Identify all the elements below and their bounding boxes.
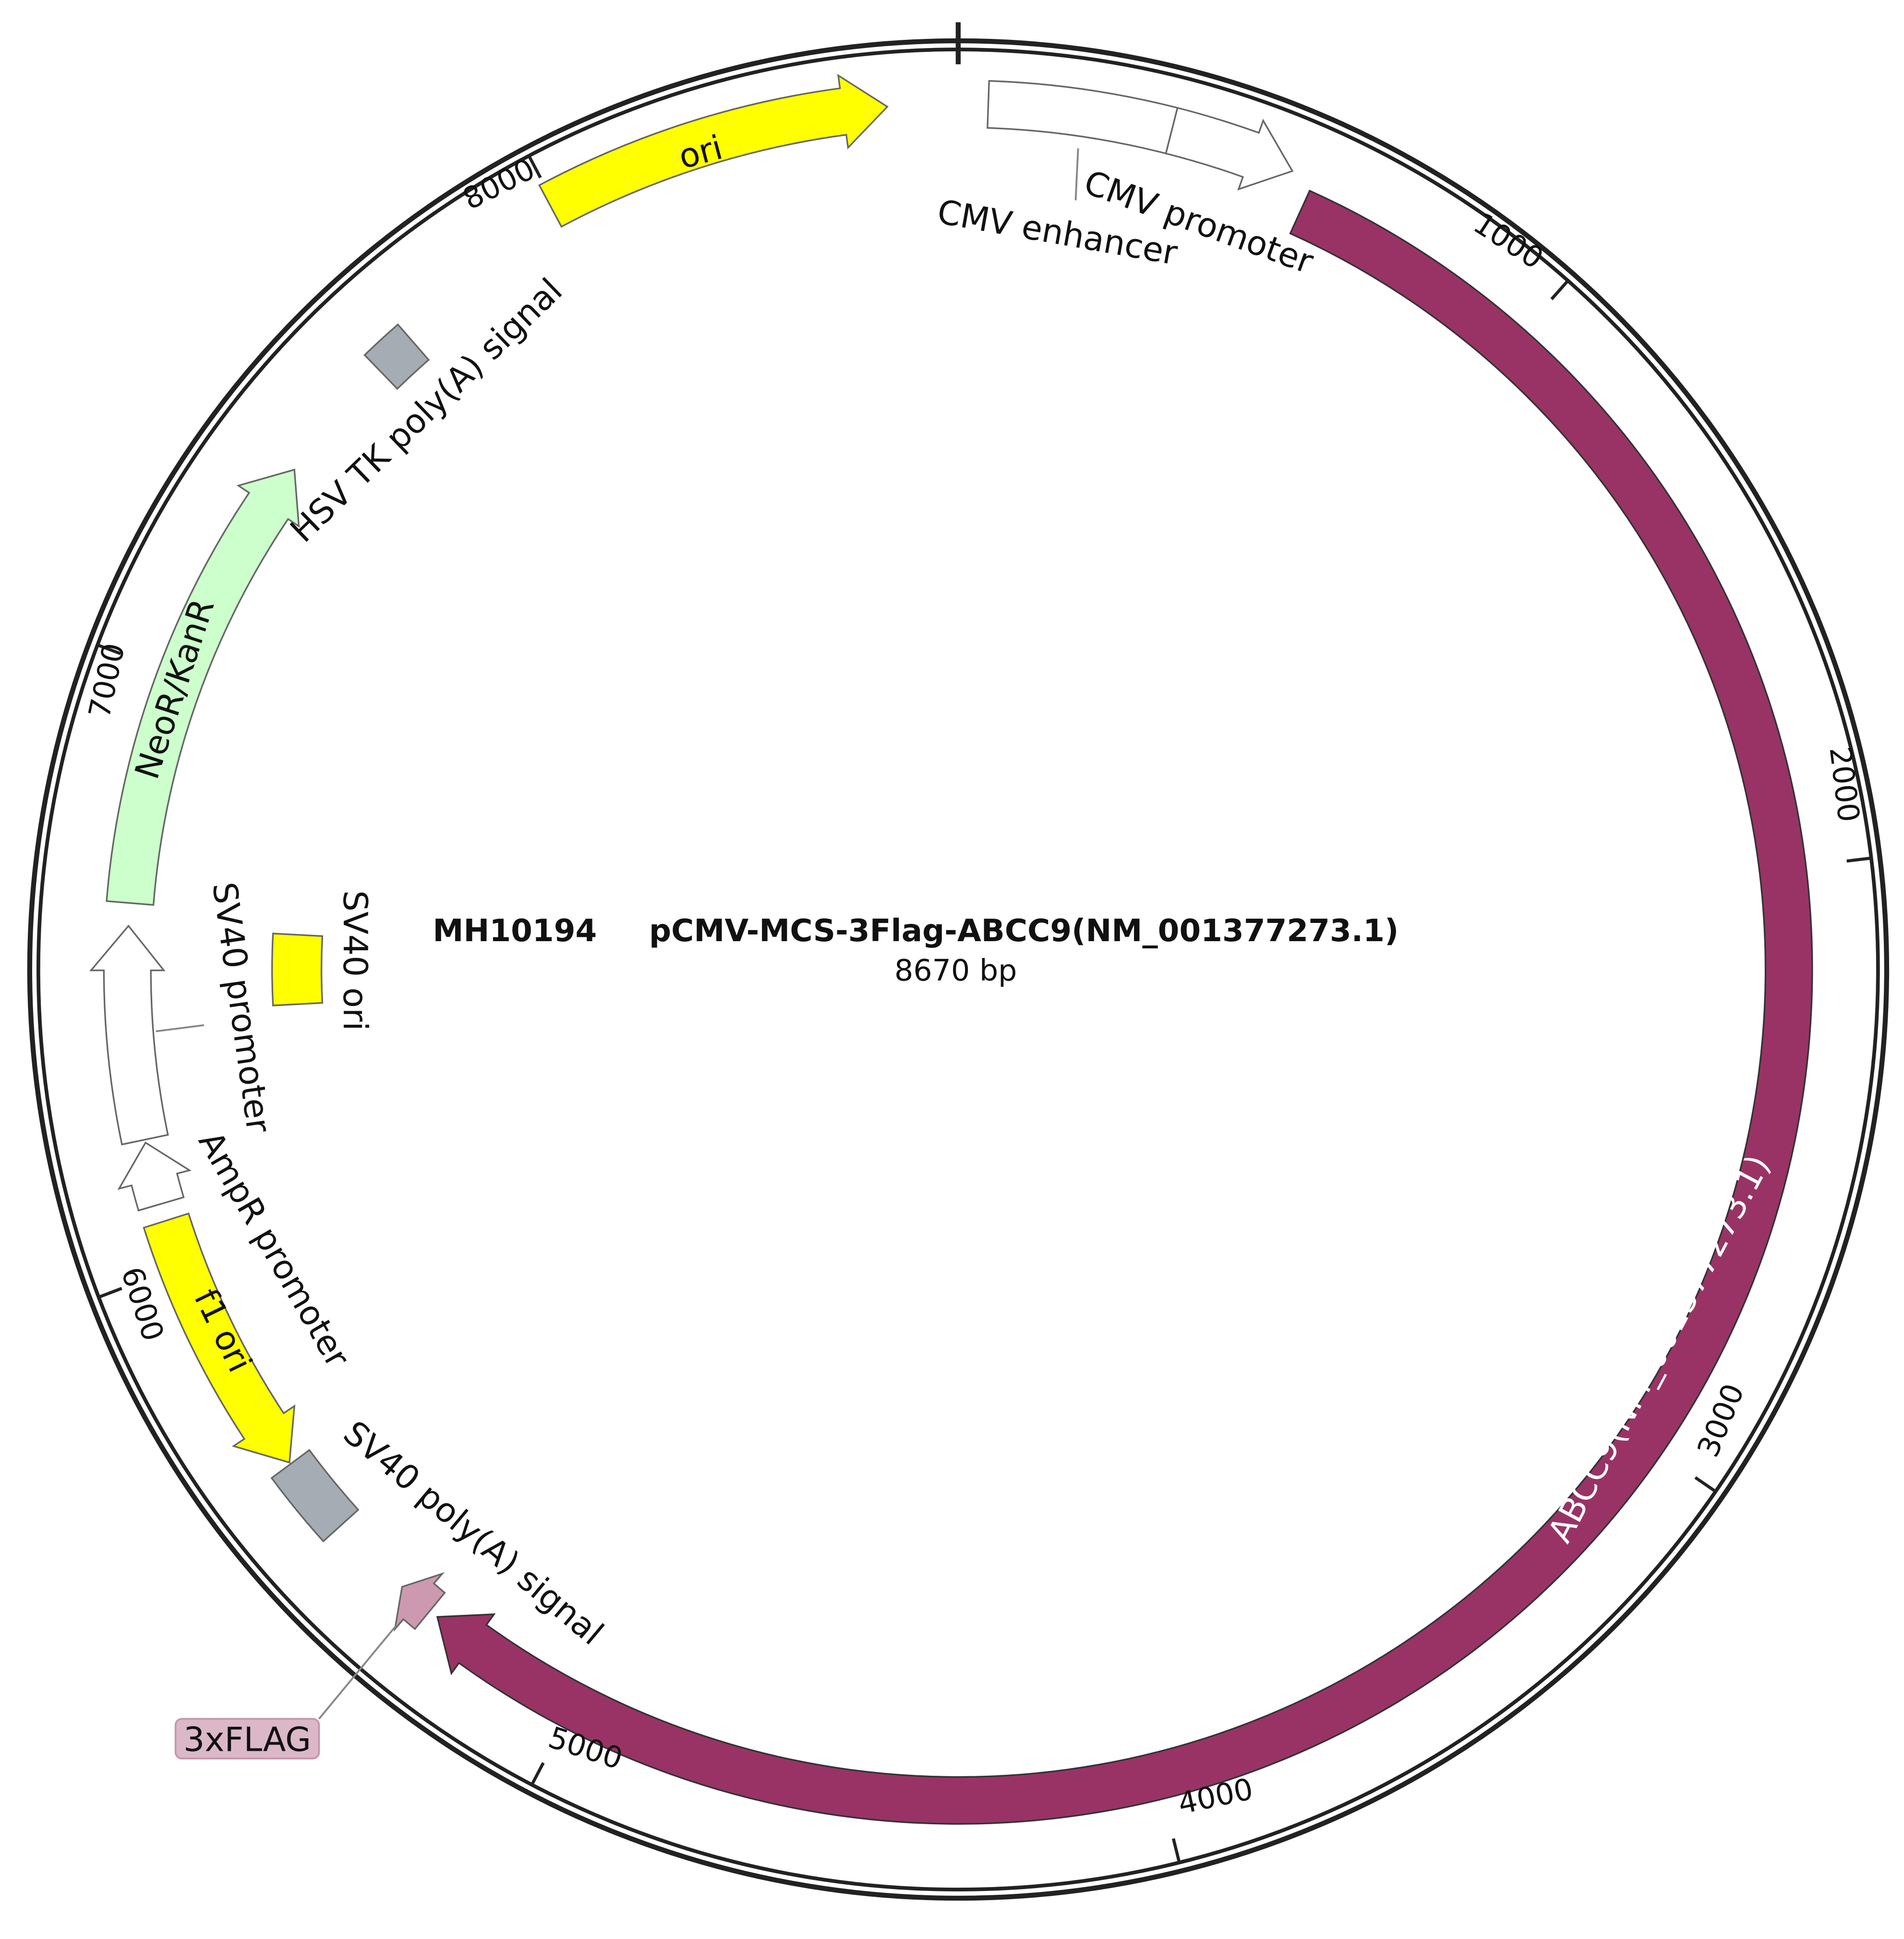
cmv-enhancer-leader: [1074, 148, 1079, 201]
sv40-promoter-leader: [156, 1024, 205, 1032]
feature-ori[interactable]: [538, 73, 889, 228]
tick-5000: [530, 1762, 545, 1786]
feature-cmv_enhancer[interactable]: [987, 80, 1179, 155]
tick-4000: [1171, 1838, 1181, 1863]
feature-sv40_ori[interactable]: [271, 933, 324, 1006]
plasmid-id: MH10194: [433, 913, 597, 949]
flag-leader: [318, 1625, 397, 1720]
label-sv40-ori: SV40 ori: [336, 890, 374, 1031]
feature-abcc9[interactable]: [436, 189, 1813, 1825]
label-hsv-tk-polya: HSV TK poly(A) signal: [283, 271, 570, 550]
tick-7000: [96, 643, 121, 655]
tick-6000: [98, 1287, 122, 1299]
backbone-circle: [27, 22, 1890, 1901]
feature-cmv_promoter[interactable]: [1165, 107, 1294, 191]
plasmid-length: 8670 bp: [894, 953, 1017, 988]
plasmid-name: pCMV-MCS-3Flag-ABCC9(NM_001377273.1): [649, 913, 1398, 949]
label-3xflag: 3xFLAG: [174, 1718, 320, 1759]
feature-ampr_promoter[interactable]: [117, 1141, 192, 1212]
feature-sv40_promoter[interactable]: [89, 924, 169, 1146]
tick-2000: [1846, 856, 1872, 863]
tick-3000: [1694, 1476, 1717, 1493]
features: [89, 73, 1813, 1825]
feature-f1_ori[interactable]: [143, 1212, 296, 1464]
feature-hsv_tk_polya[interactable]: [363, 323, 430, 390]
tick-label-1000: 1000: [1467, 206, 1549, 276]
label-cmv-promoter: CMV promoter: [1079, 163, 1319, 282]
feature-sv40_polya[interactable]: [270, 1449, 360, 1543]
tick-marks: [96, 155, 1872, 1863]
tick-label-7000: 7000: [82, 640, 132, 721]
label-abcc9: ABCC9(NM_001377273.1): [1541, 1149, 1778, 1549]
tick-1000: [1550, 279, 1569, 301]
svg-text:3xFLAG: 3xFLAG: [183, 1721, 311, 1759]
label-sv40-promoter: SV40 promoter: [205, 880, 278, 1135]
tick-8000: [527, 155, 542, 179]
feature-flag[interactable]: [393, 1572, 446, 1632]
feature-neor[interactable]: [106, 468, 300, 906]
